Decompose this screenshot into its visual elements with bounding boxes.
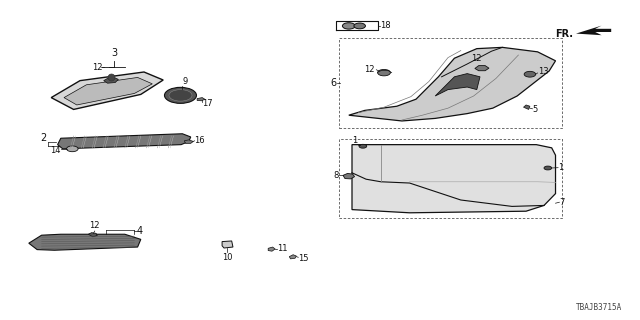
Text: 7: 7 — [559, 198, 564, 207]
Circle shape — [354, 23, 365, 29]
Text: 3: 3 — [111, 48, 117, 58]
Polygon shape — [289, 255, 296, 259]
Text: 12: 12 — [90, 221, 100, 230]
Polygon shape — [29, 234, 141, 250]
Polygon shape — [343, 173, 355, 179]
Text: 4: 4 — [137, 226, 143, 236]
Polygon shape — [222, 241, 233, 248]
Circle shape — [359, 144, 367, 148]
Text: 10: 10 — [222, 253, 232, 262]
Text: 18: 18 — [380, 21, 391, 30]
Text: FR.: FR. — [555, 28, 573, 39]
Text: 16: 16 — [195, 136, 205, 145]
Polygon shape — [268, 247, 275, 251]
Text: 13: 13 — [538, 67, 548, 76]
Polygon shape — [352, 145, 556, 213]
Text: 15: 15 — [298, 254, 308, 263]
Text: 11: 11 — [277, 244, 287, 253]
Polygon shape — [184, 140, 193, 143]
Polygon shape — [104, 77, 118, 83]
Text: 1: 1 — [558, 163, 563, 172]
Polygon shape — [64, 77, 152, 105]
Text: 17: 17 — [202, 99, 213, 108]
Text: 12: 12 — [92, 63, 102, 72]
Text: 12: 12 — [364, 65, 374, 74]
Circle shape — [67, 146, 78, 152]
Text: 2: 2 — [40, 133, 47, 143]
Text: 8: 8 — [334, 171, 339, 180]
Polygon shape — [349, 47, 556, 121]
Polygon shape — [51, 72, 163, 109]
Polygon shape — [88, 233, 97, 237]
Circle shape — [164, 87, 196, 103]
Polygon shape — [524, 105, 530, 109]
Circle shape — [378, 69, 390, 76]
Text: 14: 14 — [51, 146, 61, 155]
Circle shape — [169, 90, 192, 101]
Text: TBAJB3715A: TBAJB3715A — [576, 303, 622, 312]
Polygon shape — [475, 66, 489, 71]
Text: 5: 5 — [532, 105, 538, 114]
Text: 1: 1 — [352, 136, 357, 145]
Text: 6: 6 — [330, 77, 337, 88]
Polygon shape — [435, 74, 480, 96]
Circle shape — [524, 71, 536, 77]
Text: 12: 12 — [472, 54, 482, 63]
Circle shape — [342, 23, 355, 29]
Text: 9: 9 — [182, 77, 188, 86]
Polygon shape — [58, 134, 191, 149]
Polygon shape — [197, 98, 205, 101]
Polygon shape — [576, 26, 611, 35]
Circle shape — [544, 166, 552, 170]
